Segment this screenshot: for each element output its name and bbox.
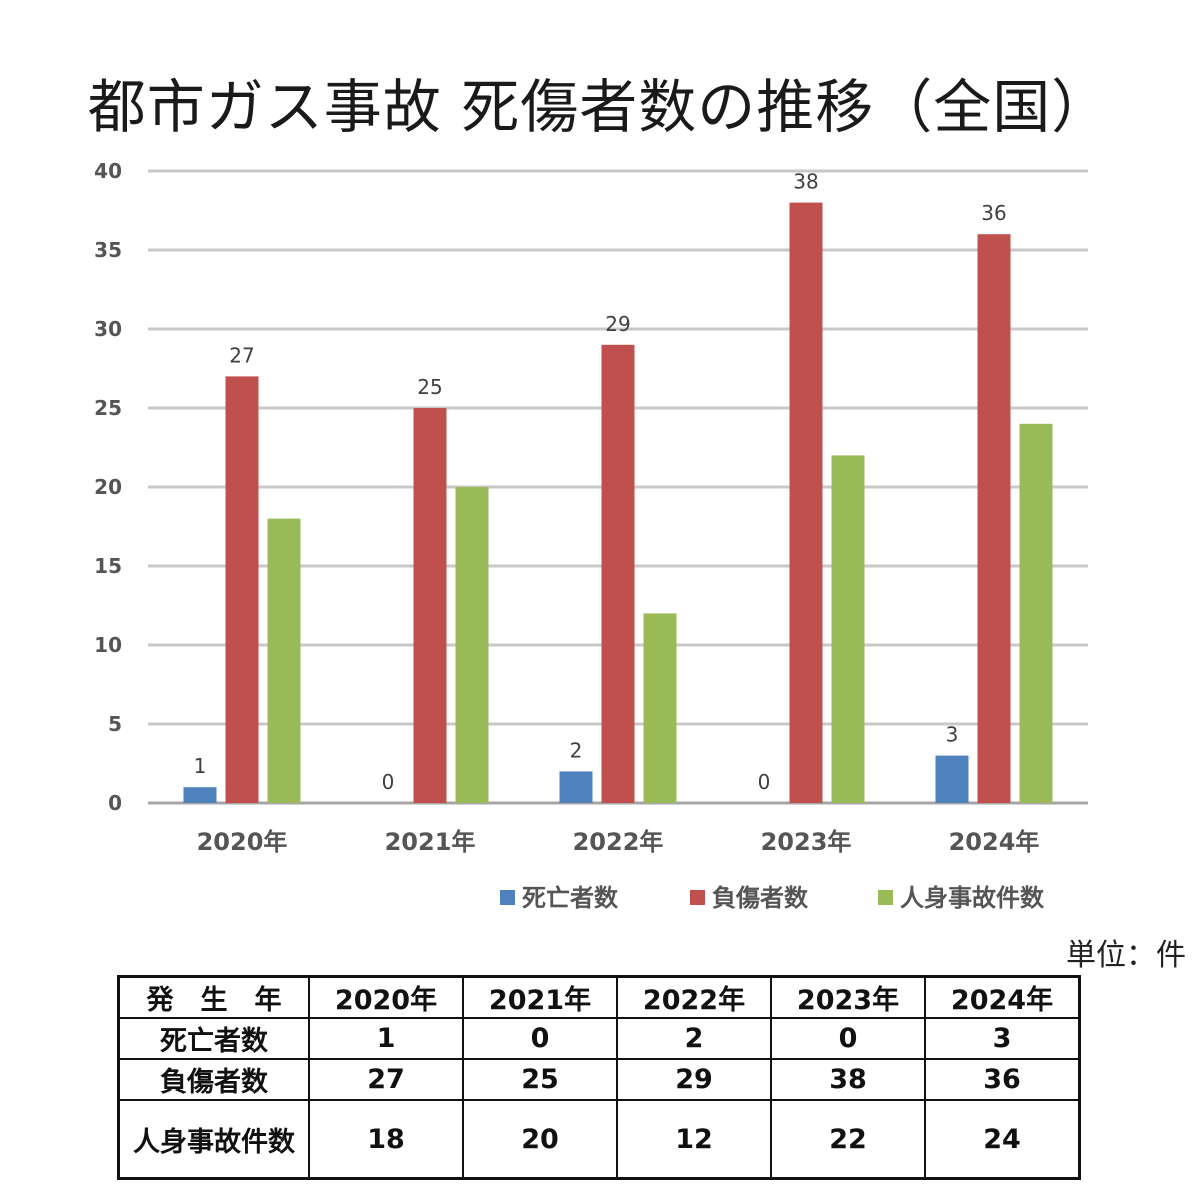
x-category-label: 2020年 [197, 828, 288, 856]
table-year: 2022年 [616, 975, 772, 1019]
legend-swatch [500, 890, 515, 905]
bar [1019, 423, 1053, 803]
table-row: 死亡者数 1 0 2 0 3 [117, 1017, 1081, 1060]
table-cell: 24 [924, 1099, 1081, 1180]
bar [413, 408, 447, 803]
bar [789, 202, 823, 804]
bar [267, 518, 301, 803]
legend-label: 死亡者数 [522, 884, 619, 912]
bar-chart: 05101520253035401272020年0252021年2292022年… [94, 159, 1088, 912]
data-label: 25 [417, 375, 442, 399]
bar [831, 455, 865, 803]
table-cell: 27 [308, 1058, 464, 1101]
table-row: 負傷者数 27 25 29 38 36 [117, 1058, 1081, 1101]
y-tick-label: 25 [94, 396, 122, 420]
table-year: 2021年 [462, 975, 618, 1019]
chart-title: 都市ガス事故 死傷者数の推移（全国） [87, 73, 1111, 141]
y-tick-label: 35 [94, 238, 122, 262]
bar [559, 771, 593, 803]
y-tick-label: 40 [94, 159, 122, 183]
table-header-label: 発 生 年 [117, 975, 310, 1019]
bar [935, 755, 969, 803]
table-cell: 22 [770, 1099, 926, 1180]
table-row: 人身事故件数 18 20 12 22 24 [117, 1099, 1081, 1180]
x-category-label: 2024年 [949, 828, 1040, 856]
x-category-label: 2021年 [385, 828, 476, 856]
data-label: 29 [605, 312, 630, 336]
data-label: 38 [793, 170, 818, 194]
legend-swatch [878, 890, 893, 905]
data-table: 発 生 年 2020年 2021年 2022年 2023年 2024年 死亡者数… [117, 975, 1081, 1180]
table-cell: 36 [924, 1058, 1081, 1101]
table-cell: 2 [616, 1017, 772, 1060]
y-tick-label: 5 [108, 712, 122, 736]
table-row-label: 人身事故件数 [117, 1099, 310, 1180]
x-category-label: 2023年 [761, 828, 852, 856]
data-label: 1 [194, 754, 207, 778]
data-label: 36 [981, 201, 1006, 225]
table-cell: 0 [462, 1017, 618, 1060]
table-cell: 29 [616, 1058, 772, 1101]
data-label: 2 [570, 738, 583, 762]
legend-swatch [690, 890, 705, 905]
y-tick-label: 10 [94, 633, 122, 657]
bar [977, 234, 1011, 803]
table-cell: 20 [462, 1099, 618, 1180]
table-cell: 18 [308, 1099, 464, 1180]
table-year: 2020年 [308, 975, 464, 1019]
unit-label: 単位：件 [1066, 938, 1186, 973]
data-label: 0 [382, 770, 395, 794]
table-cell: 12 [616, 1099, 772, 1180]
table-row-label: 負傷者数 [117, 1058, 310, 1101]
bar [225, 376, 259, 803]
table-header-row: 発 生 年 2020年 2021年 2022年 2023年 2024年 [117, 975, 1081, 1019]
table-year: 2023年 [770, 975, 926, 1019]
table-cell: 38 [770, 1058, 926, 1101]
bar [455, 487, 489, 803]
table-row-label: 死亡者数 [117, 1017, 310, 1060]
table-cell: 3 [924, 1017, 1081, 1060]
bar [643, 613, 677, 803]
table-cell: 1 [308, 1017, 464, 1060]
bar [183, 787, 217, 803]
data-label: 27 [229, 343, 254, 367]
x-category-label: 2022年 [573, 828, 664, 856]
data-label: 3 [946, 723, 959, 747]
y-tick-label: 30 [94, 317, 122, 341]
bar [601, 344, 635, 803]
table-year: 2024年 [924, 975, 1081, 1019]
legend-label: 人身事故件数 [900, 884, 1045, 912]
y-tick-label: 0 [108, 791, 122, 815]
y-tick-label: 20 [94, 475, 122, 499]
table-cell: 0 [770, 1017, 926, 1060]
data-label: 0 [758, 770, 771, 794]
y-tick-label: 15 [94, 554, 122, 578]
table-cell: 25 [462, 1058, 618, 1101]
legend-label: 負傷者数 [712, 884, 809, 912]
